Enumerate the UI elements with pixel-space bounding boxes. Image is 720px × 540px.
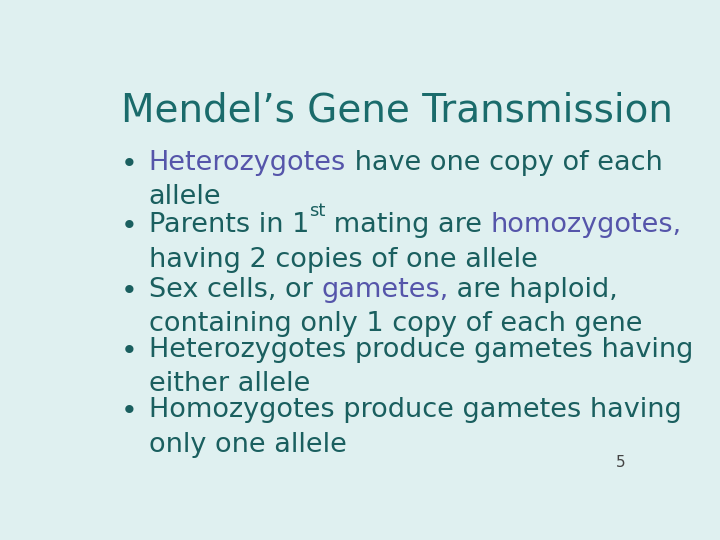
Text: only one allele: only one allele <box>148 431 346 457</box>
Text: •: • <box>121 150 138 178</box>
Text: either allele: either allele <box>148 371 310 397</box>
Text: •: • <box>121 277 138 305</box>
Text: Parents in 1: Parents in 1 <box>148 212 309 238</box>
Text: •: • <box>121 212 138 240</box>
Text: st: st <box>309 202 325 220</box>
Text: Heterozygotes: Heterozygotes <box>148 150 346 176</box>
Text: mating are: mating are <box>325 212 491 238</box>
Text: •: • <box>121 337 138 365</box>
Text: having 2 copies of one allele: having 2 copies of one allele <box>148 246 537 273</box>
Text: Mendel’s Gene Transmission: Mendel’s Gene Transmission <box>121 92 672 130</box>
Text: allele: allele <box>148 184 221 210</box>
Text: 5: 5 <box>616 455 626 470</box>
Text: Homozygotes produce gametes having: Homozygotes produce gametes having <box>148 397 681 423</box>
Text: gametes,: gametes, <box>321 277 449 303</box>
Text: homozygotes,: homozygotes, <box>491 212 682 238</box>
Text: •: • <box>121 397 138 426</box>
Text: Heterozygotes produce gametes having: Heterozygotes produce gametes having <box>148 337 693 363</box>
Text: Sex cells, or: Sex cells, or <box>148 277 321 303</box>
Text: have one copy of each: have one copy of each <box>346 150 662 176</box>
Text: containing only 1 copy of each gene: containing only 1 copy of each gene <box>148 311 642 337</box>
Text: are haploid,: are haploid, <box>449 277 618 303</box>
